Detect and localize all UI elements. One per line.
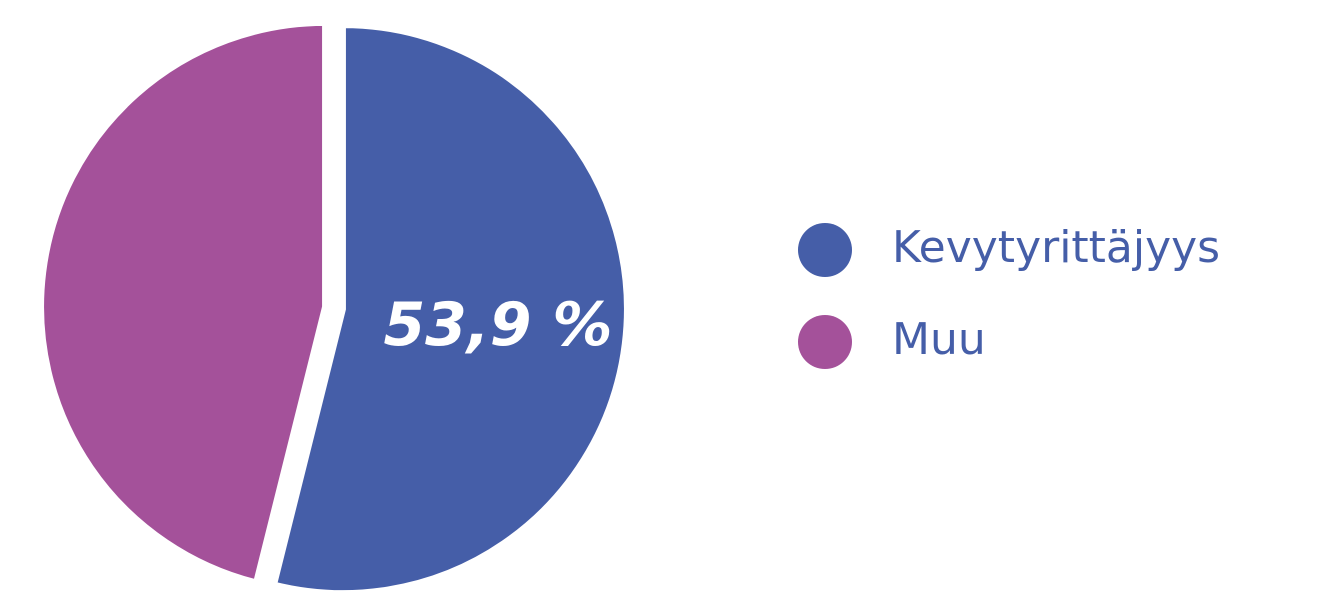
pie-slice xyxy=(38,19,329,587)
legend-swatch xyxy=(798,223,852,277)
legend-label: Kevytyrittäjyys xyxy=(892,222,1220,273)
legend-swatch xyxy=(798,315,852,369)
slice-label: 53,9 % xyxy=(383,290,612,360)
legend-label: Muu xyxy=(892,314,986,365)
pie-slice xyxy=(270,22,630,595)
